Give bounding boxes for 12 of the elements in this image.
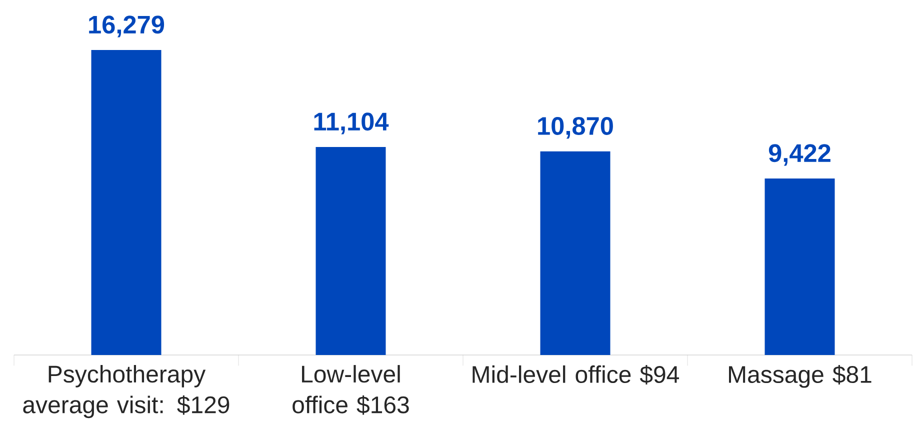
data-label: 10,870 bbox=[538, 117, 613, 139]
bar bbox=[91, 50, 162, 355]
bar bbox=[316, 146, 386, 355]
x-tick-label: Psychotherapy average visit: $129 bbox=[23, 365, 230, 418]
bar bbox=[764, 178, 835, 355]
data-label: 11,104 bbox=[314, 112, 389, 134]
x-tick-label: Mid-level office $94 bbox=[472, 365, 680, 384]
x-tick-label: Low-level office $163 bbox=[292, 365, 409, 415]
x-tick-label: Massage $81 bbox=[729, 365, 872, 388]
data-label: 9,422 bbox=[768, 144, 830, 166]
bar bbox=[540, 151, 610, 355]
data-label: 16,279 bbox=[89, 16, 164, 38]
